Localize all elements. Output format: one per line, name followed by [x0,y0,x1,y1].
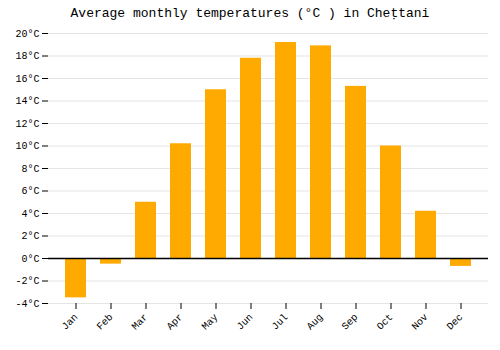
svg-text:-2°C: -2°C [15,276,39,287]
svg-text:Aug: Aug [305,312,326,333]
svg-text:Jan: Jan [60,312,81,333]
svg-text:Jul: Jul [270,312,291,333]
svg-text:8°C: 8°C [21,164,39,175]
svg-text:Mar: Mar [130,312,151,333]
svg-text:16°C: 16°C [15,74,39,85]
svg-text:4°C: 4°C [21,209,39,220]
svg-text:6°C: 6°C [21,186,39,197]
svg-text:Apr: Apr [165,312,186,333]
svg-text:10°C: 10°C [15,141,39,152]
svg-text:12°C: 12°C [15,119,39,130]
svg-text:-4°C: -4°C [15,299,39,310]
svg-text:May: May [200,312,221,333]
svg-text:Nov: Nov [410,312,431,333]
svg-text:2°C: 2°C [21,231,39,242]
svg-text:20°C: 20°C [15,29,39,40]
svg-text:14°C: 14°C [15,96,39,107]
svg-text:Jun: Jun [235,312,256,333]
svg-text:Dec: Dec [445,312,466,333]
svg-text:Oct: Oct [375,312,396,333]
svg-text:Sep: Sep [340,312,361,333]
svg-text:0°C: 0°C [21,254,39,265]
svg-text:Feb: Feb [95,312,116,333]
html-text:Average monthly temperatures (: Average monthly temperatures (°C ) in Ch… [70,6,430,21]
svg-text:18°C: 18°C [15,51,39,62]
